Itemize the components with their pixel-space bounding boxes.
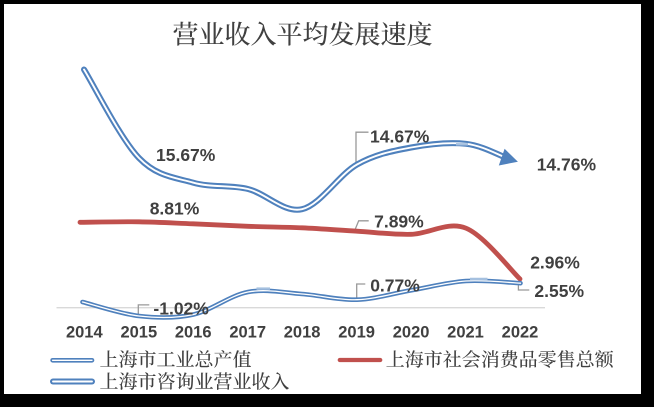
svg-text:2021: 2021 — [447, 324, 484, 342]
svg-text:2014: 2014 — [66, 324, 104, 342]
svg-text:2019: 2019 — [338, 324, 375, 342]
svg-text:2017: 2017 — [229, 324, 266, 342]
svg-text:2016: 2016 — [175, 324, 212, 342]
svg-text:2022: 2022 — [502, 324, 539, 342]
svg-text:-1.02%: -1.02% — [153, 298, 209, 318]
svg-text:14.76%: 14.76% — [537, 155, 597, 175]
svg-text:2020: 2020 — [393, 324, 430, 342]
svg-text:7.89%: 7.89% — [374, 211, 424, 231]
svg-text:2.55%: 2.55% — [534, 281, 584, 301]
svg-text:2015: 2015 — [120, 324, 157, 342]
svg-text:14.67%: 14.67% — [370, 127, 430, 147]
svg-text:2018: 2018 — [284, 324, 321, 342]
svg-text:0.77%: 0.77% — [370, 275, 420, 295]
svg-text:2.96%: 2.96% — [530, 253, 580, 273]
svg-text:8.81%: 8.81% — [150, 199, 200, 219]
svg-text:15.67%: 15.67% — [156, 145, 216, 165]
